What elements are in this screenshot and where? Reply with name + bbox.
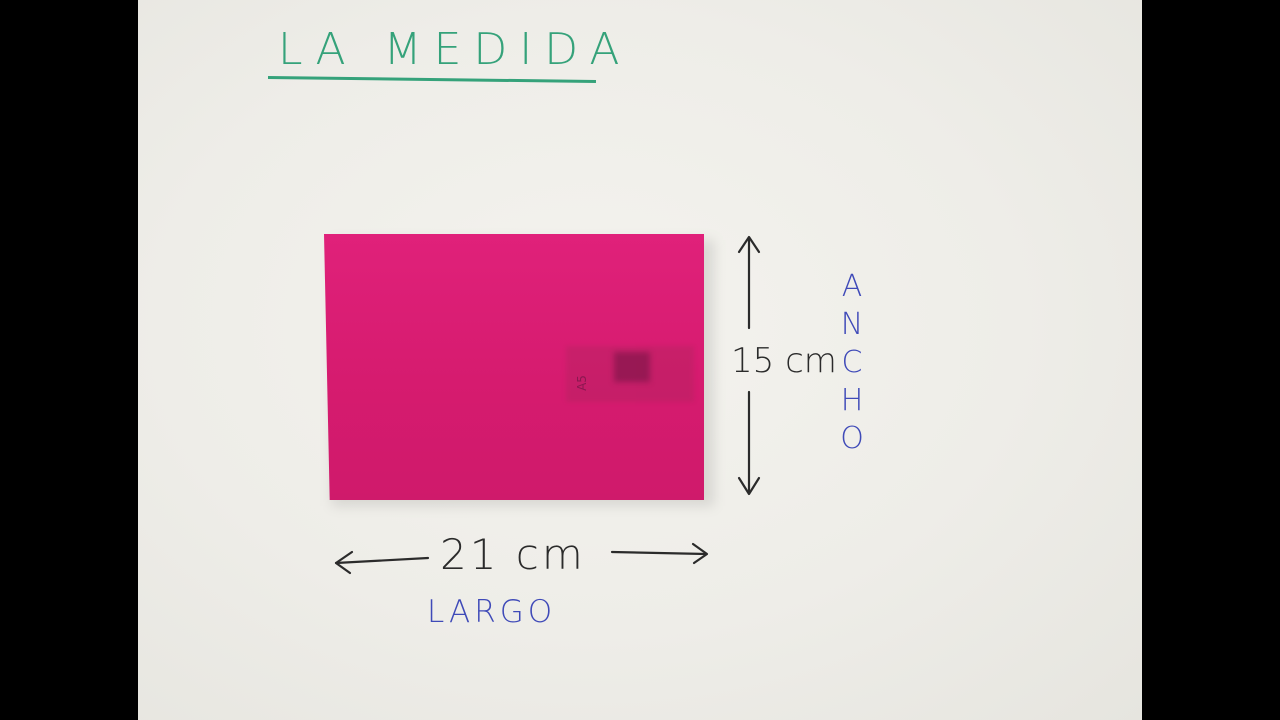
title-underline — [267, 76, 596, 84]
pink-notebook: A5 — [324, 234, 704, 500]
height-letter: H — [840, 383, 864, 418]
height-measurement: 15 cm — [731, 341, 837, 381]
width-measurement: 21 cm — [440, 530, 586, 579]
height-letter: N — [840, 307, 864, 342]
cover-label-mark — [614, 352, 650, 382]
whiteboard: LA MEDIDA A5 15 cm 21 cm — [138, 0, 1142, 720]
cover-label-text: A5 — [574, 375, 589, 391]
height-letter: A — [841, 269, 863, 304]
page-title: LA MEDIDA — [278, 24, 632, 75]
height-letter: O — [840, 421, 864, 456]
height-letter: C — [841, 345, 863, 380]
width-word: LARGO — [427, 594, 557, 630]
height-word: A N C H O — [836, 268, 868, 458]
